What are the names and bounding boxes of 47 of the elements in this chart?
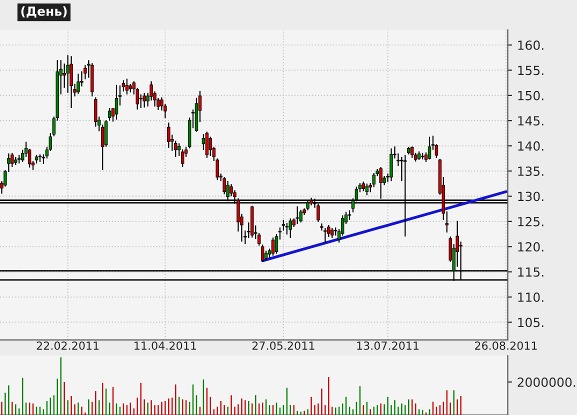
candlestick [205,131,209,158]
candlestick [94,96,98,128]
candlestick [108,107,112,122]
y-tick-label: 155. [518,66,544,76]
candlestick [330,227,334,239]
candlestick [396,152,400,167]
candlestick [285,222,289,236]
candlestick [410,146,414,158]
y-tick-label: 135. [518,166,544,176]
candlestick [264,250,268,261]
candlestick [288,218,292,239]
x-tick-label: 26.08.2011 [475,341,537,350]
candlestick [260,244,264,262]
candlestick [114,84,118,120]
candlestick [299,209,302,223]
x-tick-label: 13.07.2011 [357,341,419,350]
candlestick [320,222,324,232]
y-tick-label: 2000000. [518,378,576,387]
y-tick-label: 110. [518,292,544,302]
candlestick [125,78,129,95]
candlestick [167,122,170,148]
y-tick-label: 120. [518,242,544,252]
y-tick-label: 140. [518,141,544,151]
y-tick-label: 125. [518,216,544,226]
candlestick [362,181,366,192]
candlestick [76,73,80,94]
candlestick [142,92,146,108]
y-tick-label: 150. [518,90,544,100]
candlestick [70,56,73,109]
candlestick [372,172,376,188]
candlestick [66,54,70,94]
candlestick [271,237,275,256]
candlestick [282,219,286,232]
candlestick [428,136,432,160]
y-tick-label: 145. [518,116,544,126]
x-tick-label: 27.05.2011 [252,341,314,350]
x-tick-label: 11.04.2011 [134,341,196,350]
y-tick-label: 115. [518,267,544,277]
candlestick [390,148,393,182]
candlestick [365,183,369,196]
x-tick-label: 22.02.2011 [36,341,99,350]
candlestick [10,152,14,168]
y-tick-label: 130. [518,192,544,202]
chart-title: (День) [21,6,67,18]
y-tick-label: 160. [518,40,544,50]
candlestick [324,227,327,244]
y-tick-label: 105. [518,318,544,328]
